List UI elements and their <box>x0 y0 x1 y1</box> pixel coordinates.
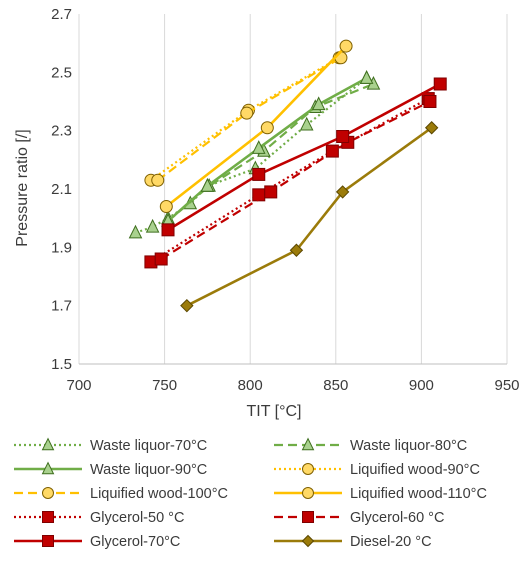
data-point <box>264 185 278 199</box>
series-line <box>186 126 433 307</box>
series-8 <box>161 77 447 237</box>
legend-item: Waste liquor-80°C <box>274 437 467 454</box>
legend-label: Waste liquor-90°C <box>90 462 207 478</box>
y-tick-label: 1.7 <box>51 298 72 315</box>
data-point <box>151 173 165 187</box>
legend-marker <box>302 511 314 523</box>
legend-marker <box>42 535 54 547</box>
data-point <box>159 200 173 213</box>
legend-item: Glycerol-60 °C <box>274 510 444 526</box>
legend-marker <box>301 437 315 451</box>
series-line <box>157 56 342 182</box>
series-2 <box>161 70 374 227</box>
x-tick-label: 800 <box>238 377 263 394</box>
series-5 <box>159 39 353 213</box>
legend-label: Liquified wood-100°C <box>90 486 228 502</box>
data-point <box>359 70 374 84</box>
data-point <box>311 96 326 111</box>
legend-marker <box>41 461 55 475</box>
data-point <box>252 167 266 181</box>
legend-marker <box>42 487 54 499</box>
legend-label: Liquified wood-90°C <box>350 462 480 478</box>
y-tick-label: 1.5 <box>51 356 72 373</box>
data-point <box>433 77 447 91</box>
data-point <box>145 218 160 233</box>
legend-item: Diesel-20 °C <box>274 534 432 550</box>
series-line <box>167 82 441 231</box>
legend-marker <box>302 463 314 475</box>
x-tick-label: 900 <box>409 377 434 394</box>
data-point <box>240 106 254 120</box>
data-point <box>423 95 437 108</box>
data-point <box>299 116 314 131</box>
series-9 <box>180 121 439 313</box>
legend-marker <box>42 511 54 523</box>
legend-marker <box>301 534 315 548</box>
legend-label: Waste liquor-70°C <box>90 438 207 454</box>
data-point <box>424 121 439 135</box>
legend-item: Liquified wood-90°C <box>274 462 480 478</box>
y-tick-label: 2.7 <box>51 6 72 23</box>
data-point <box>180 298 194 313</box>
data-point <box>339 39 353 53</box>
data-point <box>336 130 350 143</box>
x-tick-label: 950 <box>494 377 519 394</box>
legend-item: Waste liquor-90°C <box>14 461 207 478</box>
data-point <box>200 178 215 192</box>
data-point <box>334 51 348 65</box>
legend-label: Diesel-20 °C <box>350 534 432 550</box>
grid <box>78 14 508 364</box>
data-point <box>161 223 175 237</box>
data-point <box>154 252 168 266</box>
legend-label: Glycerol-60 °C <box>350 510 444 526</box>
data-point <box>335 185 350 199</box>
plot-area <box>128 39 447 313</box>
data-point <box>251 140 266 154</box>
y-tick-label: 2.1 <box>51 181 72 198</box>
data-point <box>128 224 143 239</box>
legend-label: Liquified wood-110°C <box>350 486 487 502</box>
legend-marker <box>302 487 314 499</box>
data-point <box>289 243 304 257</box>
legend-marker <box>41 437 55 451</box>
series-line <box>160 100 431 260</box>
x-tick-label: 700 <box>66 377 91 394</box>
axes: 700 750 800 850 900 950 1.5 1.7 1.9 2.1 2.3 2.5 2.7 <box>51 6 519 394</box>
legend-label: Glycerol-70°C <box>90 534 180 550</box>
legend: Waste liquor-70°C Waste liquor-80°C Waste … <box>14 437 487 550</box>
legend-label: Glycerol-50 °C <box>90 510 184 526</box>
x-tick-label: 850 <box>323 377 348 394</box>
y-tick-label: 1.9 <box>51 239 72 256</box>
x-tick-label: 750 <box>152 377 177 394</box>
legend-label: Waste liquor-80°C <box>350 438 467 454</box>
y-axis-label: Pressure ratio [/] <box>14 129 31 246</box>
legend-item: Glycerol-50 °C <box>14 510 184 526</box>
legend-item: Waste liquor-70°C <box>14 437 207 454</box>
y-tick-label: 2.3 <box>51 123 72 140</box>
legend-item: Glycerol-70°C <box>14 534 180 550</box>
legend-item: Liquified wood-110°C <box>274 486 487 502</box>
data-point <box>260 121 274 135</box>
legend-item: Liquified wood-100°C <box>14 486 228 502</box>
y-tick-label: 2.5 <box>51 64 72 81</box>
x-axis-label: TIT [°C] <box>247 403 302 420</box>
